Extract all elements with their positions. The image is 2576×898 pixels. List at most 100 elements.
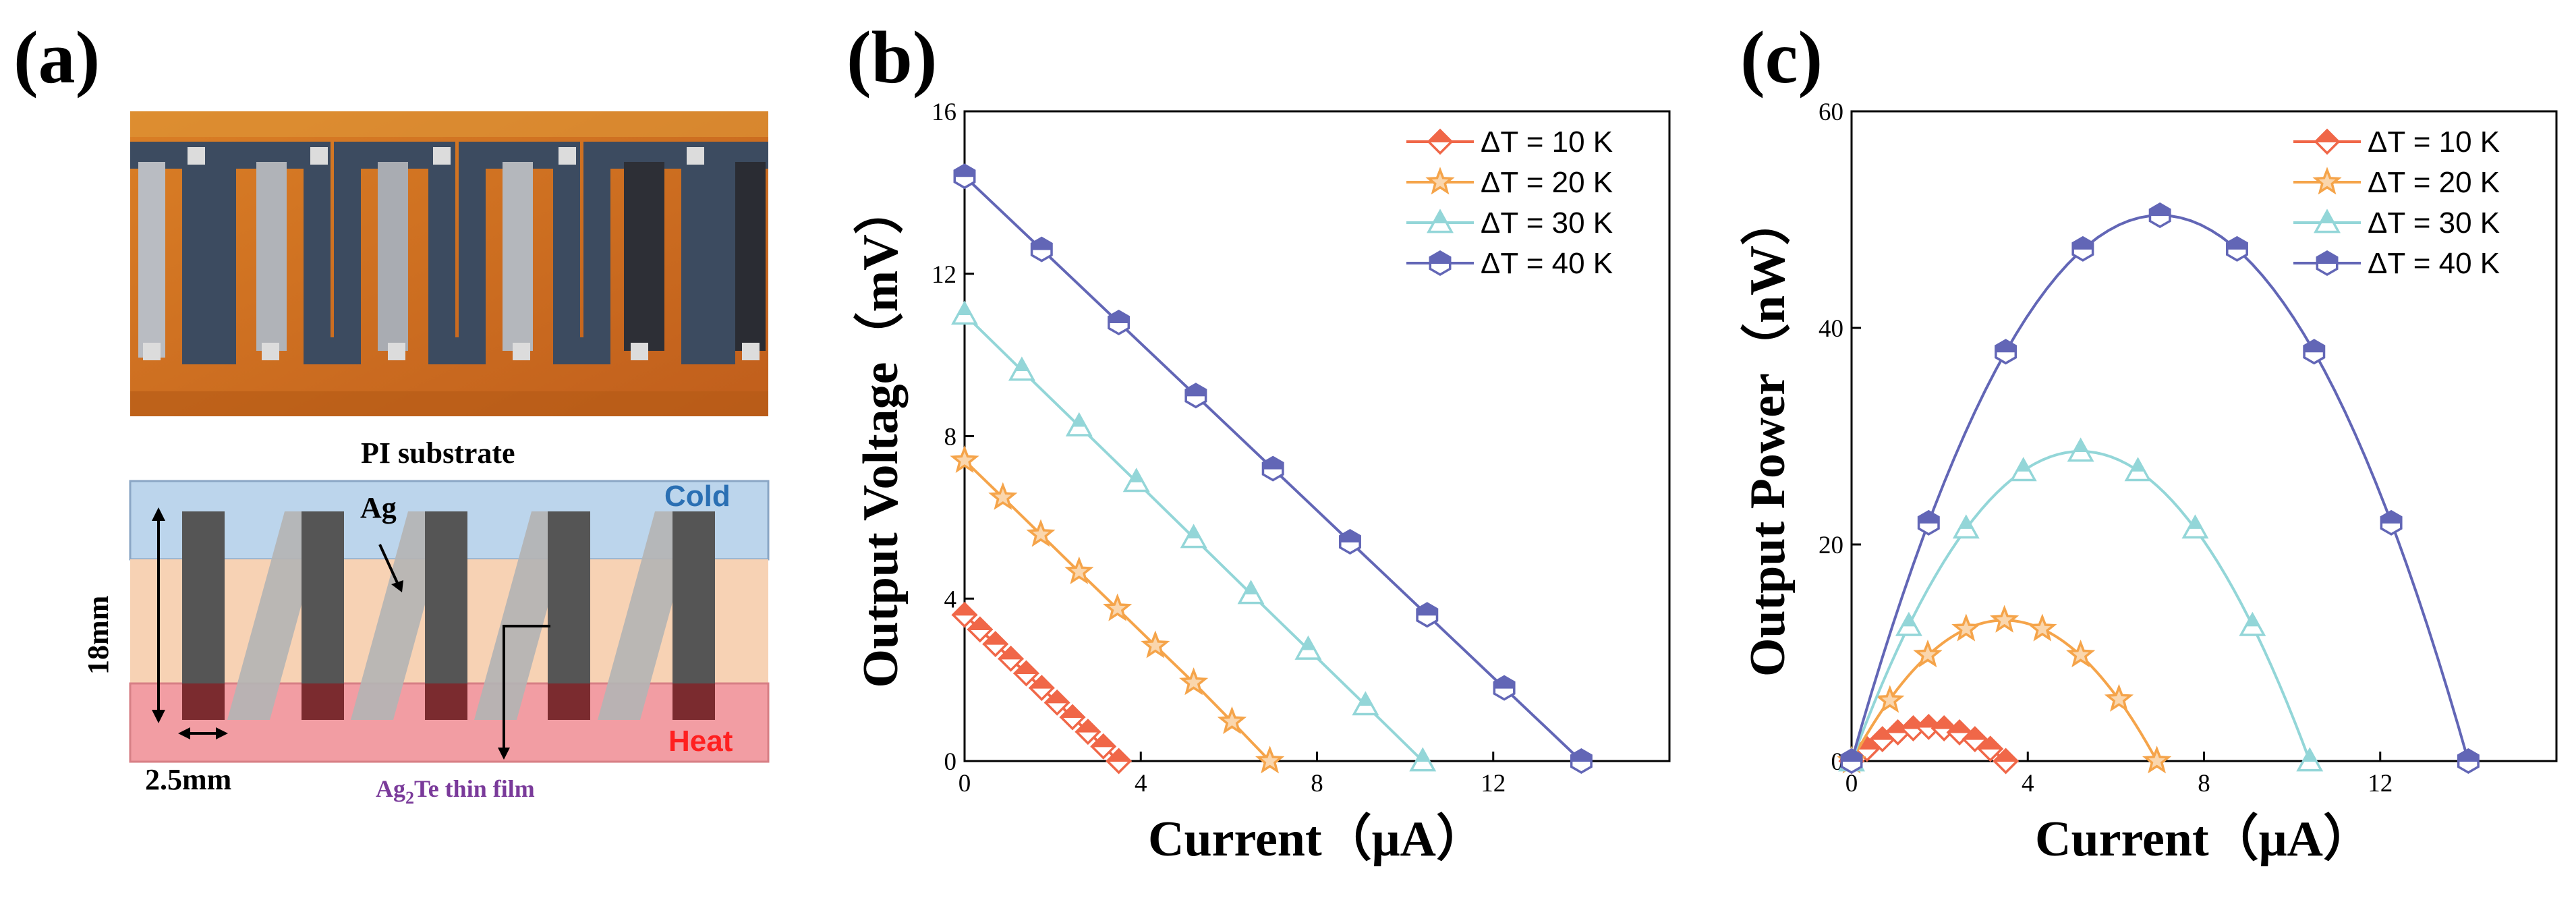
y-tick-label: 12: [932, 261, 956, 289]
legend-marker: [1427, 128, 1454, 155]
data-point: [1416, 602, 1439, 628]
series: [1837, 605, 2172, 774]
legend-entry: ΔT = 10 K: [2293, 125, 2500, 159]
y-tick-label: 40: [1819, 315, 1843, 343]
legend-label: ΔT = 30 K: [1481, 206, 1613, 240]
data-point: [1255, 746, 1285, 774]
dimension-arrows: [152, 507, 550, 760]
x-tick-label: 8: [2198, 770, 2210, 797]
data-point: [1012, 660, 1039, 687]
series: [950, 445, 1285, 774]
data-point: [1570, 748, 1593, 775]
pi-substrate-label: PI substrate: [361, 437, 515, 470]
legend-marker: [2314, 128, 2341, 155]
data-point: [953, 163, 976, 190]
series: [1838, 713, 2020, 775]
y-tick-label: 20: [1819, 532, 1843, 559]
data-point: [1977, 735, 2004, 762]
y-tick-label: 60: [1819, 99, 1843, 126]
x-tick-label: 8: [1311, 770, 1323, 797]
legend-label: ΔT = 10 K: [2368, 125, 2500, 159]
data-point: [1008, 356, 1035, 381]
legend-entry: ΔT = 40 K: [2293, 247, 2500, 280]
legend: ΔT = 10 K ΔT = 20 K ΔT = 30 K ΔT = 40 K: [2293, 125, 2500, 280]
data-point: [1995, 339, 2017, 365]
panel-b-letter: (b): [847, 16, 937, 99]
legend-entry: ΔT = 10 K: [1406, 125, 1613, 159]
data-point: [1030, 236, 1053, 262]
voltage-chart: 0 4 8 12 0 4 8 12 16 Current（μA） Output Voltage（mV…: [853, 99, 1671, 867]
series: [953, 163, 1593, 775]
data-point: [2071, 235, 2094, 262]
ag2te-legs: [182, 511, 715, 720]
panel-b: (b) 0 4 8 12 0 4 8 12 16 Current（μA） Output Voltag…: [847, 16, 1671, 867]
legend-label: ΔT = 20 K: [2368, 166, 2500, 199]
data-point: [1951, 613, 1981, 642]
x-tick-label: 4: [2022, 770, 2034, 797]
series: [951, 601, 1133, 775]
data-point: [1141, 630, 1170, 658]
data-point: [1106, 748, 1133, 775]
data-point: [1917, 509, 1940, 536]
cold-label: Cold: [664, 480, 731, 513]
x-tick-label: 0: [1845, 770, 1858, 797]
series-line: [1850, 449, 2312, 762]
width-dimension-label: 2.5mm: [145, 763, 231, 796]
x-tick-label: 0: [958, 770, 971, 797]
data-point: [2066, 639, 2096, 668]
data-point: [982, 631, 1009, 658]
data-point: [1075, 719, 1101, 746]
data-point: [1875, 685, 1905, 713]
series: [951, 300, 1437, 772]
data-point: [1352, 691, 1379, 716]
heat-label: Heat: [668, 725, 733, 758]
data-point: [2457, 748, 2480, 775]
legend-entry: ΔT = 20 K: [2293, 166, 2500, 199]
legend-label: ΔT = 30 K: [2368, 206, 2500, 240]
data-point: [1962, 726, 1988, 753]
data-point: [2148, 202, 2171, 229]
data-point: [2181, 514, 2209, 539]
data-point: [1237, 580, 1265, 605]
data-point: [1840, 748, 1863, 775]
data-point: [1409, 747, 1437, 772]
data-point: [1993, 748, 2020, 775]
data-point: [1990, 605, 2020, 633]
ag2te-film-label: Ag2Te thin film: [376, 775, 535, 808]
data-point: [1294, 635, 1322, 660]
legend-label: ΔT = 10 K: [1481, 125, 1613, 159]
data-point: [1064, 556, 1094, 584]
legend-entry: ΔT = 20 K: [1406, 166, 1613, 199]
legend-marker: [1427, 208, 1454, 233]
x-tick-label: 4: [1135, 770, 1147, 797]
data-point: [998, 645, 1025, 672]
data-point: [1261, 455, 1284, 482]
legend-label: ΔT = 20 K: [1481, 166, 1613, 199]
data-point: [2296, 747, 2324, 772]
data-point: [2142, 746, 2172, 774]
legend-marker: [1429, 250, 1452, 277]
panel-c-letter: (c): [1740, 16, 1823, 99]
panel-a-letter: (a): [13, 16, 100, 99]
data-point: [950, 445, 979, 473]
y-tick-label: 0: [944, 748, 957, 776]
data-point: [1913, 639, 1943, 668]
data-point: [1059, 704, 1086, 731]
x-axis-title: Current（μA）: [2035, 812, 2373, 867]
x-tick-label: 12: [1481, 770, 1506, 797]
data-point: [1217, 706, 1247, 734]
data-point: [951, 300, 978, 325]
legend-entry: ΔT = 40 K: [1406, 247, 1613, 280]
device-photo: [130, 111, 768, 416]
panel-a: (a): [13, 16, 770, 808]
data-point: [2009, 457, 2037, 482]
series: [1840, 202, 2480, 775]
legend-label: ΔT = 40 K: [2368, 247, 2500, 280]
ag-label: Ag: [360, 491, 397, 524]
data-point: [2124, 457, 2152, 482]
legend-entry: ΔT = 30 K: [2293, 206, 2500, 240]
data-point: [1028, 675, 1055, 702]
data-point: [1915, 713, 1942, 740]
device-schematic: Ag Cold Heat 18mm 2.5mm Ag2Te thin film: [82, 480, 770, 808]
